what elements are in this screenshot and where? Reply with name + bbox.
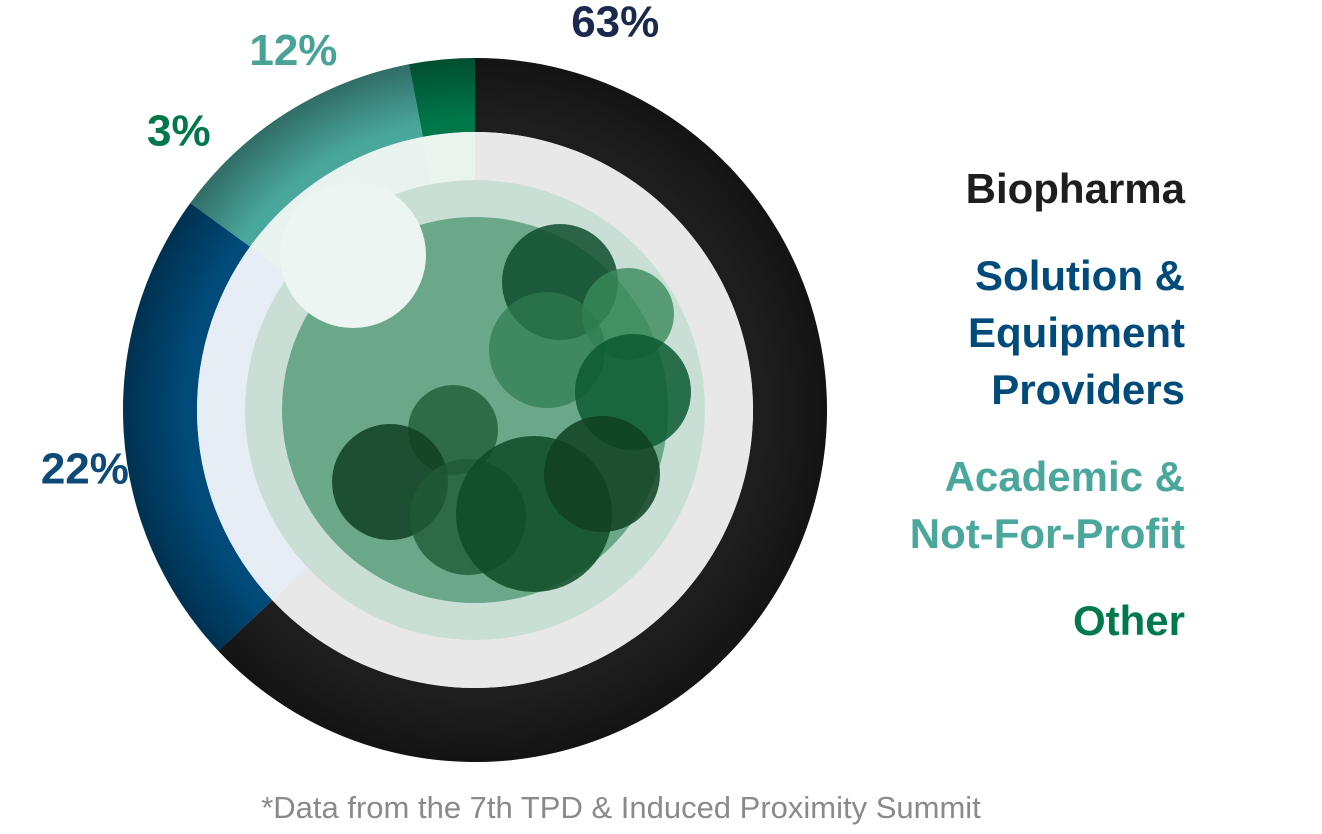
legend: Biopharma Solution & Equipment Providers… — [765, 160, 1185, 679]
legend-item-academic-not-for-profit: Academic & Not-For-Profit — [909, 453, 1185, 557]
inner-decoration — [245, 180, 705, 640]
legend-item-other: Other — [1072, 597, 1185, 644]
value-label-biopharma: 63% — [571, 0, 659, 46]
footnote: *Data from the 7th TPD & Induced Proximi… — [261, 790, 981, 825]
value-label-solution-equipment-providers: 22% — [41, 444, 129, 493]
bubble — [544, 416, 660, 532]
value-labels: 63% 22% 12% 3% — [41, 0, 659, 493]
legend-item-biopharma: Biopharma — [965, 165, 1185, 212]
value-label-other: 3% — [147, 106, 211, 155]
legend-item-solution-equipment-providers: Solution & Equipment Providers — [968, 252, 1185, 413]
bubble — [489, 292, 605, 408]
value-label-academic-not-for-profit: 12% — [249, 26, 337, 75]
highlight-bubble — [280, 182, 426, 328]
